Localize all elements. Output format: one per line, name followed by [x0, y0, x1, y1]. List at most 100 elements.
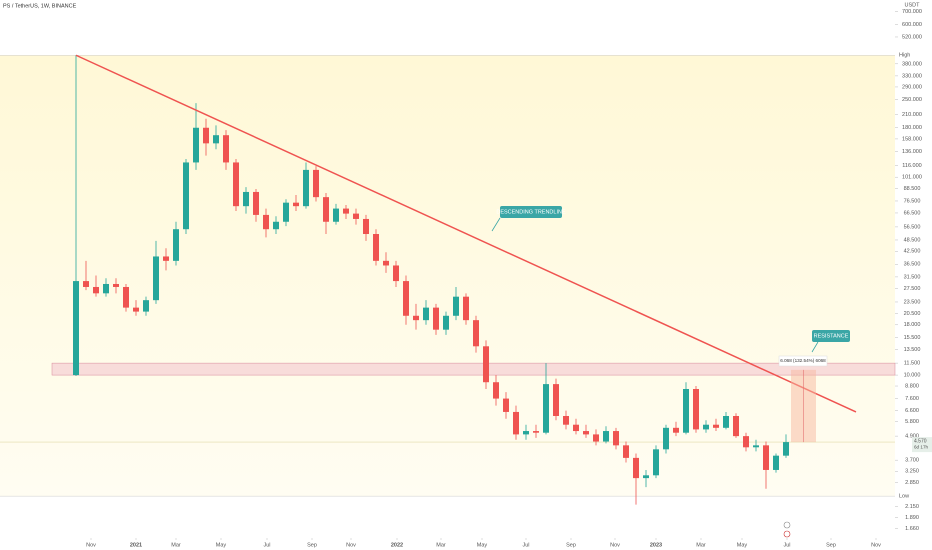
y-tick-label: 4.900: [905, 434, 919, 440]
x-tick-label: Jul: [263, 542, 270, 548]
candle-body: [203, 127, 209, 144]
candle-body: [183, 162, 189, 230]
candle-body: [713, 424, 719, 428]
y-tick-label: 11.500: [904, 361, 920, 367]
y-tick-label: 3.250: [905, 469, 919, 475]
chart-title: PS / TetherUS, 1W, BINANCE: [3, 3, 77, 9]
x-tick-label: Jul: [783, 542, 790, 548]
icon: [783, 521, 791, 529]
currency: USDT: [905, 2, 921, 8]
candle-body: [213, 135, 219, 144]
y-tick-label: 88.500: [904, 186, 921, 192]
y-tick-label: 13.500: [904, 347, 921, 353]
icon: [783, 530, 791, 538]
y-tick-label: 158.000: [902, 136, 922, 142]
candle-body: [733, 415, 739, 437]
candle-body: [633, 457, 639, 479]
x-tick-label: Jul: [522, 542, 529, 548]
y-tick-label: 15.500: [904, 335, 921, 341]
candle-body: [473, 320, 479, 347]
candle-body: [173, 229, 179, 261]
x-tick-label: 2022: [391, 542, 403, 548]
y-tick-label: 76.500: [904, 198, 921, 204]
candle-body: [613, 431, 619, 446]
candle-body: [553, 384, 559, 416]
price-tag-countdown: 6d 17h: [914, 444, 928, 449]
y-tick-label: 116.000: [902, 163, 921, 169]
candle-body: [403, 281, 409, 316]
candle-body: [783, 442, 789, 456]
candle-body: [433, 307, 439, 330]
candle-body: [333, 208, 339, 222]
candle-body: [523, 431, 529, 435]
candle-body: [363, 218, 369, 235]
y-tick-label: 210.000: [902, 112, 922, 118]
resistance-label: RESISTANCE: [814, 333, 849, 339]
candle-body: [293, 202, 299, 207]
candle-body: [303, 169, 309, 207]
candle-body: [453, 296, 459, 316]
candle-body: [413, 315, 419, 321]
x-tick-label: 2023: [650, 542, 662, 548]
candle-body: [703, 424, 709, 430]
x-tick-label: May: [737, 542, 748, 548]
candle-body: [683, 388, 689, 433]
candle-body: [533, 431, 539, 433]
y-tick-label: 7.600: [905, 396, 919, 402]
candle-body: [283, 202, 289, 222]
candle-body: [273, 221, 279, 230]
candle-body: [653, 449, 659, 476]
candle-body: [83, 281, 89, 287]
price-axis-panel: [895, 0, 932, 550]
y-tick-label: 136.000: [902, 149, 922, 155]
x-tick-label: May: [477, 542, 488, 548]
candle-body: [493, 382, 499, 399]
candle-body: [723, 415, 729, 428]
x-tick-label: Nov: [346, 542, 356, 548]
candle-body: [263, 214, 269, 230]
callout-box: [812, 330, 850, 342]
candle-body: [543, 384, 549, 433]
x-tick-label: Nov: [871, 542, 881, 548]
candle-body: [393, 265, 399, 282]
candle-body: [193, 127, 199, 163]
candle-body: [243, 191, 249, 207]
y-tick-label: 250.000: [902, 97, 922, 103]
candle-body: [373, 234, 379, 261]
candle-body: [673, 427, 679, 433]
measure-label: 6.068 (132.54%) 6068: [780, 358, 826, 363]
y-tick-label: 2.850: [905, 480, 919, 486]
x-tick-label: Nov: [610, 542, 620, 548]
candle-body: [513, 411, 519, 435]
candle-body: [73, 281, 79, 376]
x-tick-label: Sep: [307, 542, 317, 548]
candle-body: [643, 475, 649, 479]
candle-body: [423, 307, 429, 321]
callout-box: [500, 206, 562, 218]
level-label: High: [899, 53, 910, 59]
candle-body: [443, 315, 449, 330]
candle-body: [463, 296, 469, 321]
y-tick-label: 290.000: [902, 84, 922, 90]
candle-body: [163, 256, 169, 261]
candle-body: [753, 445, 759, 448]
candle-body: [323, 197, 329, 222]
y-tick-label: 20.500: [904, 311, 921, 317]
candle-body: [693, 388, 699, 430]
y-tick-label: 6.600: [905, 408, 919, 414]
callout-pointer: [811, 341, 819, 353]
y-tick-label: 42.500: [904, 249, 921, 255]
candle-body: [383, 260, 389, 266]
trendline: [75, 54, 857, 413]
price-tag-label: 4.570: [914, 438, 927, 444]
y-tick-label: 700.000: [902, 9, 922, 15]
y-tick-label: 101.000: [902, 175, 922, 181]
candle-body: [253, 191, 259, 215]
candle-body: [663, 427, 669, 450]
y-tick-label: 600.000: [902, 22, 922, 28]
x-tick-label: Mar: [171, 542, 181, 548]
candle-body: [93, 286, 99, 294]
candle-body: [223, 135, 229, 163]
y-tick-label: 180.000: [902, 125, 922, 131]
y-tick-label: 5.800: [905, 419, 919, 425]
